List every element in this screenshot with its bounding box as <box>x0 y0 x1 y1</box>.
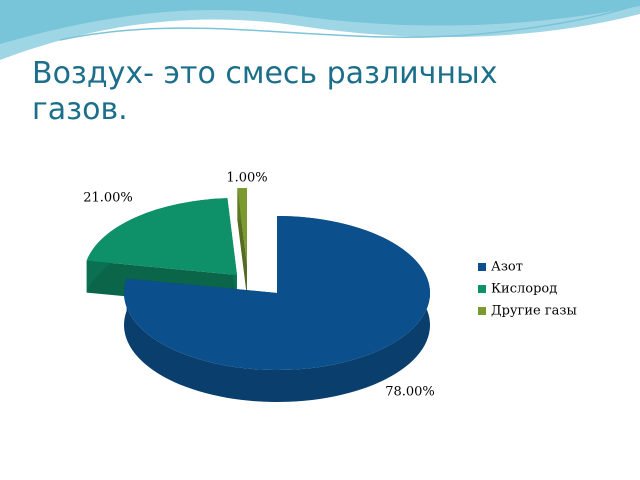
data-label: 21.00% <box>83 191 133 206</box>
legend-swatch <box>478 263 486 271</box>
legend-label: Другие газы <box>491 304 577 319</box>
data-label: 1.00% <box>226 171 267 186</box>
wave-line <box>59 3 640 41</box>
legend-swatch <box>478 285 486 293</box>
legend-swatch <box>478 307 486 315</box>
legend-label: Азот <box>491 260 523 275</box>
slice-top <box>237 188 247 265</box>
decoration <box>0 0 640 60</box>
slice <box>237 188 247 297</box>
slice <box>123 216 430 402</box>
data-label: 78.00% <box>385 385 435 400</box>
slice-top <box>123 216 430 370</box>
wave <box>0 0 640 44</box>
slice-top <box>86 198 237 275</box>
chart-title: Воздух- это смесь различных газов. <box>32 56 498 127</box>
legend-label: Кислород <box>491 282 557 297</box>
